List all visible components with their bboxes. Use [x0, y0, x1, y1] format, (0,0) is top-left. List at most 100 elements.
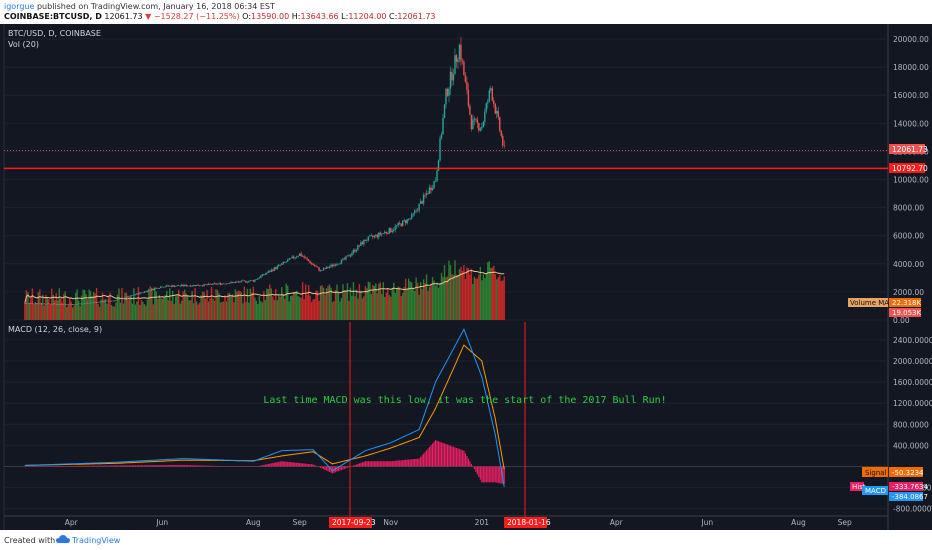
low-value: 11204.00	[348, 12, 387, 21]
volume-bar	[163, 297, 165, 320]
volume-bar	[157, 299, 159, 320]
candle-body	[416, 210, 419, 212]
candle-body	[446, 88, 449, 96]
hist-tag: -333.7634	[892, 483, 928, 491]
candle-body	[493, 100, 495, 104]
macd-histogram-bar	[125, 465, 128, 467]
volume-bar	[493, 265, 495, 320]
volume-bar	[279, 296, 281, 320]
macd-histogram-bar	[109, 465, 111, 467]
volume-bar	[292, 291, 295, 320]
volume-bar	[387, 287, 389, 320]
candle-body	[185, 284, 187, 287]
candle-body	[154, 288, 156, 290]
volume-bar	[112, 306, 114, 320]
publisher-link[interactable]: igorgue	[4, 2, 35, 11]
volume-bar	[121, 287, 123, 320]
volume-bar	[360, 290, 362, 320]
candle-body	[58, 304, 60, 305]
macd-histogram-bar	[95, 465, 98, 467]
volume-bar	[148, 288, 150, 320]
macd-histogram-bar	[167, 465, 169, 467]
candle-body	[83, 303, 86, 304]
macd-histogram-bar	[403, 459, 405, 467]
macd-histogram-bar	[421, 455, 423, 467]
volume-bar	[178, 289, 180, 320]
candle-body	[292, 256, 295, 259]
volume-bar	[300, 297, 302, 320]
volume-bar	[291, 295, 293, 320]
volume-bar	[88, 289, 90, 320]
macd-histogram-bar	[434, 440, 437, 467]
volume-bar	[201, 291, 204, 320]
candle-body	[67, 304, 69, 306]
time-marker-left: 2017-09-23	[332, 518, 376, 527]
candle-body	[242, 280, 244, 282]
candle-body	[43, 303, 46, 305]
volume-bar	[424, 283, 426, 320]
macd-histogram-bar	[173, 464, 175, 467]
candle-body	[157, 287, 159, 289]
volume-bar	[45, 294, 47, 320]
macd-histogram-bar	[273, 462, 275, 467]
candle-body	[40, 303, 43, 305]
macd-histogram-bar	[348, 466, 350, 468]
volume-bar	[307, 284, 310, 320]
macd-histogram-bar	[308, 463, 310, 467]
volume-bar	[213, 300, 216, 320]
volume-bar	[490, 267, 492, 320]
volume-bar	[452, 275, 455, 320]
candle-body	[52, 303, 54, 305]
candle-body	[410, 214, 413, 219]
candle-body	[103, 301, 105, 303]
candle-body	[139, 292, 141, 295]
macd-histogram-bar	[190, 465, 192, 467]
volume-bar	[439, 282, 441, 320]
macd-histogram-bar	[482, 466, 484, 483]
candle-body	[71, 304, 74, 305]
macd-annotation[interactable]: Last time MACD was this low, it was the …	[263, 395, 666, 406]
candle-body	[413, 210, 416, 214]
candle-body	[388, 228, 390, 234]
tradingview-brand-link[interactable]: TradingView	[72, 536, 121, 545]
candle-body	[142, 292, 144, 294]
time-axis[interactable]: AprJunAugSepNov201FebAprJunAugSep	[65, 518, 852, 527]
macd-histogram-bar	[446, 444, 449, 467]
candle-body	[275, 267, 277, 269]
chart-svg[interactable]: BTC/USD, D, COINBASE Vol (20) MACD (12, …	[0, 24, 932, 530]
macd-histogram-bar	[378, 461, 380, 467]
macd-histogram-bar	[369, 461, 371, 467]
candle-body	[54, 303, 56, 305]
volume-bar	[130, 296, 132, 320]
volume-tag-bg	[889, 308, 921, 317]
macd-histogram-bar	[98, 465, 101, 467]
volume-bar	[109, 292, 111, 320]
volume-bar	[284, 298, 286, 320]
candle-body	[164, 286, 166, 288]
candle-body	[316, 266, 319, 268]
candle-body	[61, 304, 63, 305]
volume-bar	[192, 303, 195, 320]
candle-body	[224, 283, 226, 285]
candle-body	[339, 263, 341, 265]
macd-histogram-bar	[281, 461, 283, 467]
candle-body	[297, 255, 299, 257]
hist-label: Hist	[852, 483, 866, 491]
volume-bar	[306, 294, 308, 320]
volume-bar	[373, 285, 376, 320]
candle-body	[436, 170, 438, 182]
candle-body	[152, 288, 155, 290]
macd-histogram-bar	[275, 462, 277, 467]
price-axis[interactable]: 20000.0018000.0016000.0014000.0012000.00…	[893, 35, 929, 325]
candle-body	[328, 266, 331, 268]
volume-bar	[73, 305, 75, 320]
macd-histogram-bar	[436, 440, 438, 467]
volume-bar	[378, 283, 380, 320]
volume-bar	[339, 301, 341, 320]
macd-histogram-bar	[164, 465, 166, 467]
candle-body	[194, 285, 196, 287]
candle-body	[55, 303, 57, 305]
macd-histogram-bar	[133, 465, 135, 467]
volume-bar	[401, 293, 404, 320]
macd-histogram-bar	[425, 450, 428, 467]
